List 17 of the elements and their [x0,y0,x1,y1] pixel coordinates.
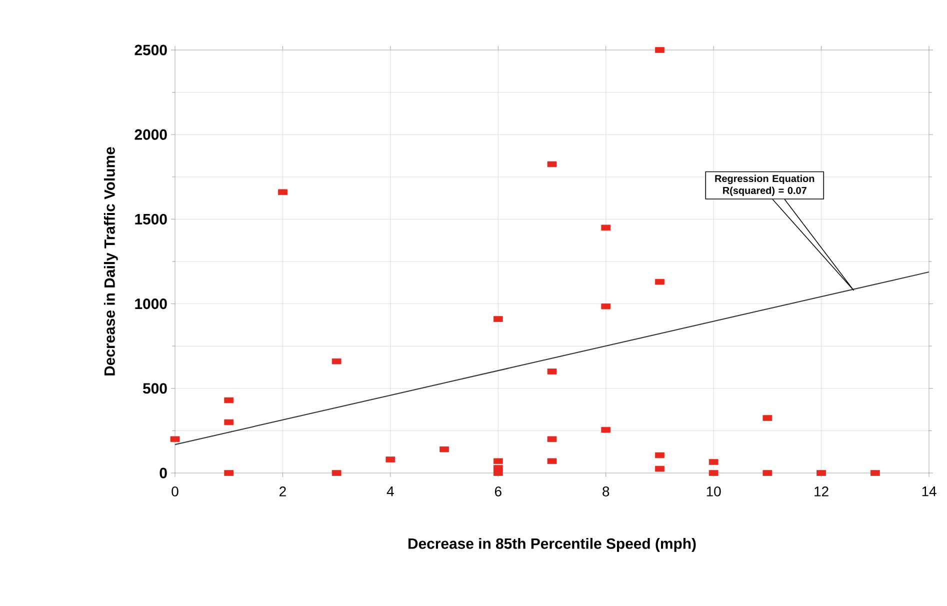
y-tick-label: 500 [143,383,167,394]
x-tick-label: 12 [814,486,828,496]
x-tick-label: 8 [602,486,610,496]
x-tick-label: 4 [386,486,394,496]
x-axis-title: Decrease in 85th Percentile Speed (mph) [408,538,696,552]
y-tick-label: 1000 [135,298,167,310]
x-tick-label: 14 [922,486,936,496]
y-tick-label: 2000 [134,129,167,140]
y-tick-label: 1500 [135,214,167,224]
y-tick-label: 0 [160,468,167,478]
x-tick-label: 0 [172,486,178,496]
x-tick-label: 10 [706,486,721,496]
y-tick-label: 2500 [134,44,167,56]
x-tick-label: 6 [494,486,502,496]
x-tick-label: 2 [280,486,286,496]
y-axis-title: Decrease in Daily Traffic Volume [104,147,118,376]
annotation: Regression Equation R(squared) = 0.07 [715,174,814,196]
